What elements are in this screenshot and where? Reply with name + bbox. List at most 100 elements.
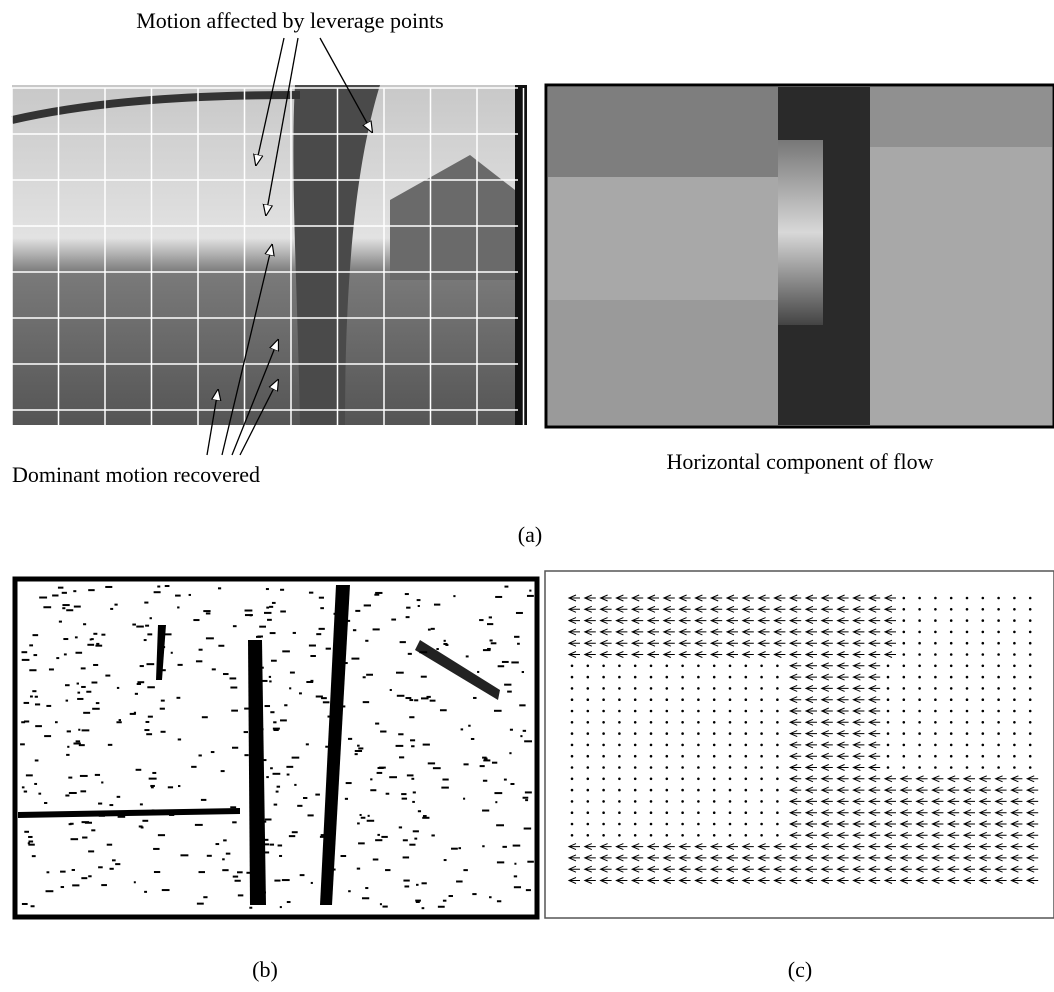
speckle bbox=[152, 809, 155, 811]
flow-dot bbox=[666, 688, 668, 690]
flow-dot bbox=[619, 744, 621, 746]
speckle bbox=[147, 686, 155, 688]
flow-dot bbox=[650, 812, 652, 814]
flow-dot bbox=[666, 710, 668, 712]
flow-dot bbox=[761, 755, 763, 757]
speckle bbox=[419, 651, 427, 653]
speckle bbox=[374, 594, 379, 596]
flow-dot bbox=[745, 665, 747, 667]
speckle bbox=[440, 709, 447, 711]
speckle bbox=[117, 796, 121, 798]
flow-dot bbox=[998, 744, 1000, 746]
speckle bbox=[520, 735, 522, 737]
speckle bbox=[83, 623, 86, 625]
speckle bbox=[105, 675, 110, 677]
speckle bbox=[66, 754, 69, 756]
speckle bbox=[358, 842, 365, 844]
speckle bbox=[265, 819, 272, 821]
speckle bbox=[523, 730, 526, 732]
flow-dot bbox=[982, 699, 984, 701]
speckle bbox=[96, 702, 100, 704]
speckle bbox=[495, 596, 502, 598]
speckle bbox=[487, 648, 491, 650]
speckle bbox=[482, 845, 484, 847]
video-frame bbox=[12, 38, 527, 455]
speckle bbox=[320, 607, 324, 609]
flow-dot bbox=[998, 722, 1000, 724]
flow-dot bbox=[761, 733, 763, 735]
flow-dot bbox=[682, 722, 684, 724]
speckle bbox=[148, 716, 153, 718]
speckle bbox=[357, 822, 360, 824]
speckle bbox=[310, 680, 313, 682]
speckle bbox=[403, 839, 408, 841]
flow-dot bbox=[587, 755, 589, 757]
flow-dot bbox=[950, 733, 952, 735]
speckle bbox=[411, 745, 414, 747]
speckle bbox=[158, 646, 166, 648]
speckle bbox=[264, 612, 271, 614]
flow-dot bbox=[666, 767, 668, 769]
flow-dot bbox=[713, 812, 715, 814]
flow-dot bbox=[571, 801, 573, 803]
speckle bbox=[418, 810, 421, 812]
speckle bbox=[404, 885, 409, 887]
flow-dot bbox=[619, 835, 621, 837]
speckle bbox=[252, 651, 254, 653]
annotation: Motion affected by leverage points bbox=[136, 8, 444, 33]
speckle bbox=[277, 786, 280, 788]
speckle bbox=[223, 673, 229, 675]
speckle bbox=[320, 836, 324, 838]
flow-dot bbox=[903, 733, 905, 735]
flow-dot bbox=[998, 642, 1000, 644]
speckle bbox=[96, 643, 99, 645]
speckle bbox=[358, 747, 363, 749]
flow-dot bbox=[634, 733, 636, 735]
speckle bbox=[526, 889, 531, 891]
flow-dot bbox=[777, 699, 779, 701]
flow-dot bbox=[935, 744, 937, 746]
speckle bbox=[375, 839, 382, 841]
speckle bbox=[410, 739, 415, 741]
speckle bbox=[411, 778, 414, 780]
flow-dot bbox=[777, 789, 779, 791]
speckle bbox=[70, 823, 74, 825]
speckle bbox=[294, 784, 296, 786]
flow-dot bbox=[998, 654, 1000, 656]
speckle bbox=[92, 682, 98, 684]
flow-dot bbox=[587, 688, 589, 690]
flow-dot bbox=[682, 699, 684, 701]
speckle bbox=[472, 893, 476, 895]
flow-dot bbox=[903, 665, 905, 667]
flow-dot bbox=[634, 699, 636, 701]
flow-dot bbox=[982, 642, 984, 644]
speckle bbox=[361, 817, 366, 819]
flow-dot bbox=[935, 722, 937, 724]
flow-dot bbox=[682, 676, 684, 678]
speckle bbox=[399, 826, 402, 828]
flow-dot bbox=[571, 812, 573, 814]
flow-dot bbox=[571, 744, 573, 746]
speckle bbox=[233, 625, 237, 627]
speckle bbox=[449, 895, 453, 897]
speckle bbox=[438, 906, 445, 908]
flow-dot bbox=[729, 835, 731, 837]
speckle bbox=[44, 802, 47, 804]
speckle bbox=[418, 605, 420, 607]
flow-dot bbox=[698, 823, 700, 825]
flow-dot bbox=[571, 789, 573, 791]
speckle bbox=[32, 855, 36, 857]
speckle bbox=[346, 782, 352, 784]
speckle bbox=[273, 721, 276, 723]
flow-dot bbox=[619, 778, 621, 780]
flow-dot bbox=[935, 676, 937, 678]
speckle bbox=[136, 626, 144, 628]
flow-dot bbox=[729, 665, 731, 667]
flow-dot bbox=[919, 665, 921, 667]
speckle bbox=[71, 838, 79, 840]
speckle bbox=[323, 701, 330, 703]
speckle bbox=[431, 628, 435, 630]
speckle bbox=[99, 815, 105, 817]
flow-dot bbox=[1029, 597, 1031, 599]
flow-dot bbox=[666, 812, 668, 814]
